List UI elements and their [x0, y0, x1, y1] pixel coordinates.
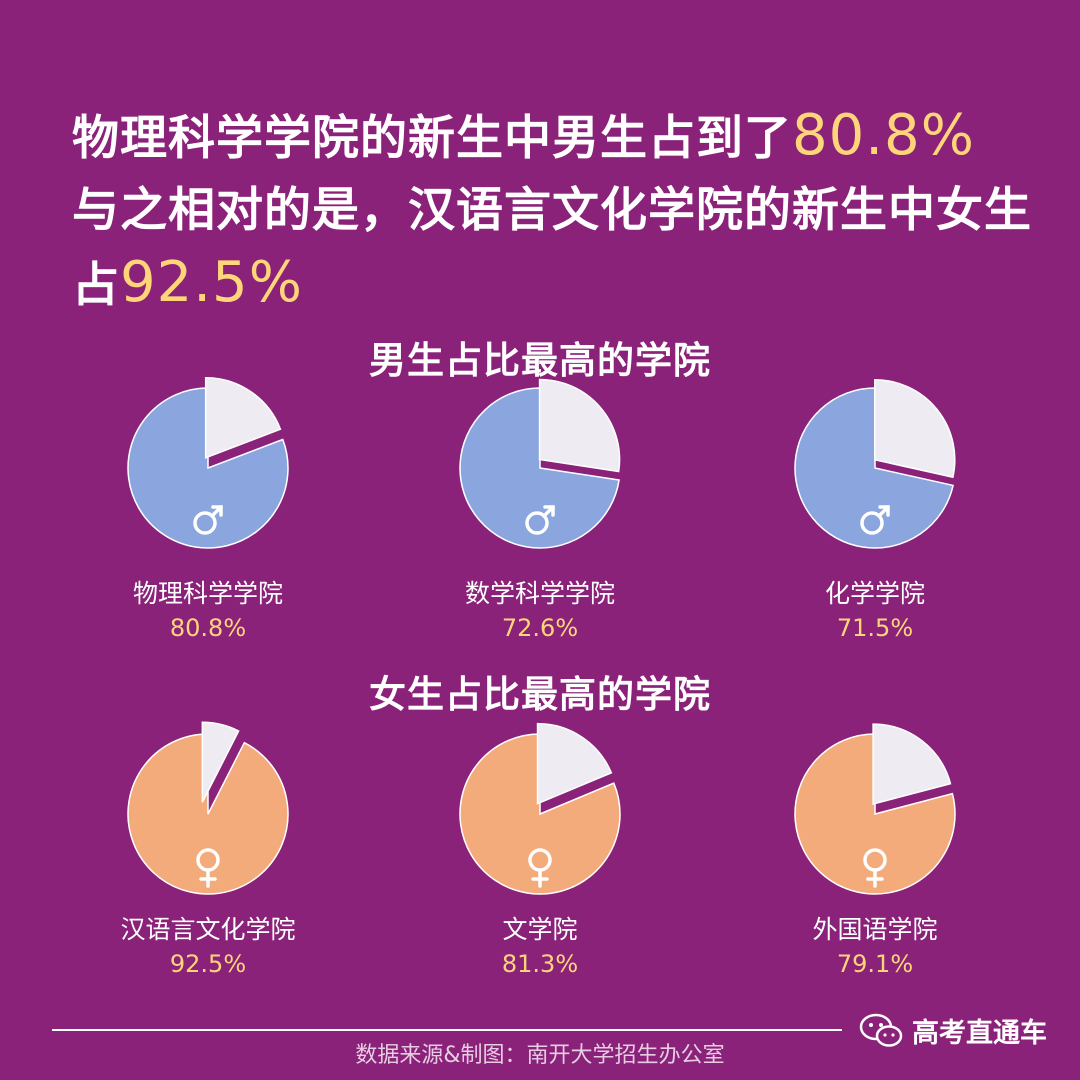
pie-chart [794, 378, 956, 549]
pie-slice-rest [204, 377, 282, 459]
pie-category-label: 汉语言文化学院 [120, 915, 296, 944]
pie-chart [127, 721, 289, 895]
headline-line1-text: 物理科学学院的新生中男生占到了 [72, 111, 792, 166]
female-symbol-icon [528, 848, 552, 888]
pie-slice-main [794, 733, 956, 895]
pie-value-label: 80.8% [169, 614, 247, 642]
male-symbol-icon [525, 505, 555, 535]
female-symbol-icon [863, 848, 887, 888]
pie-category-label: 化学学院 [824, 579, 925, 608]
pie-slice-main [459, 387, 620, 549]
watermark: 高考直通车 [858, 1010, 1047, 1050]
pie-slice-main [459, 733, 621, 895]
pie-value-label: 72.6% [501, 614, 579, 642]
headline-line2-highlight: 92.5% [120, 250, 303, 315]
female-symbol-icon [196, 848, 220, 888]
pie-chart [127, 377, 289, 549]
pie-category-label: 外国语学院 [812, 915, 938, 944]
headline-line2-text: 与之相对的是，汉语言文化学院的新生中女生占 [72, 183, 1032, 313]
pie-slice-rest [872, 723, 952, 806]
pie-category-label: 数学科学学院 [464, 579, 615, 608]
pie-slice-rest [536, 722, 613, 805]
pie-chart [794, 723, 956, 895]
watermark-text: 高考直通车 [912, 1017, 1047, 1049]
headline-line1-highlight: 80.8% [792, 103, 975, 168]
male-section-title: 男生占比最高的学院 [369, 339, 711, 382]
pie-slice-rest [874, 378, 956, 479]
pie-value-label: 81.3% [501, 950, 579, 978]
pie-slice-main [127, 387, 289, 549]
pie-slice-rest [538, 378, 621, 473]
pie-category-label: 文学院 [502, 915, 578, 944]
headline: 物理科学学院的新生中男生占到了80.8% 与之相对的是，汉语言文化学院的新生中女… [72, 100, 1032, 322]
pie-slice-main [794, 387, 954, 549]
pie-slice-rest [201, 721, 240, 803]
wechat-icon [859, 1013, 903, 1047]
pie-chart [459, 722, 621, 895]
footer-divider [52, 1029, 842, 1031]
pie-value-label: 71.5% [836, 614, 914, 642]
male-symbol-icon [193, 505, 223, 535]
footer-source: 数据来源&制图：南开大学招生办公室 [355, 1043, 725, 1068]
pie-value-label: 79.1% [836, 950, 914, 978]
pie-chart [459, 378, 621, 549]
pie-category-label: 物理科学学院 [132, 579, 283, 608]
male-symbol-icon [860, 505, 890, 535]
pie-slice-main [127, 733, 289, 895]
pie-value-label: 92.5% [169, 950, 247, 978]
female-section-title: 女生占比最高的学院 [369, 673, 711, 716]
